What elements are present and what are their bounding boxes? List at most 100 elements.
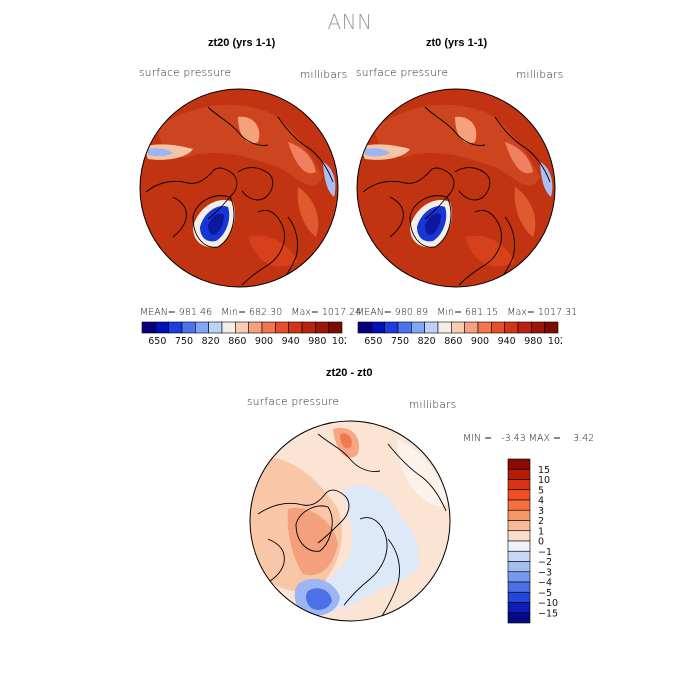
diff-panel-title: zt20 - zt0 — [326, 367, 373, 379]
panel-1-min: 682.30 — [248, 307, 283, 318]
colorbar-panel-1: 650 750 820 860 900 940 980 1020 — [141, 321, 346, 347]
colorbar-panel-1-swatch — [328, 321, 343, 334]
colorbar-difference-swatch — [507, 479, 531, 491]
colorbar-difference-swatch — [507, 581, 531, 593]
colorbar-panel-2-tick-label: 940 — [498, 336, 516, 347]
colorbar-difference-swatch — [507, 571, 531, 583]
colorbar-panel-2-tick-label: 1020 — [548, 336, 562, 347]
colorbar-panel-1-swatch — [181, 321, 196, 334]
colorbar-panel-1-tick-label: 1020 — [332, 336, 346, 347]
colorbar-difference-swatch — [507, 591, 531, 603]
panel-2-max: 1017.31 — [537, 307, 578, 318]
diff-panel-stats: MIN = -3.43 MAX = 3.42 — [463, 433, 595, 444]
colorbar-difference-swatch — [507, 509, 531, 521]
colorbar-panel-2-swatch — [437, 321, 452, 334]
colorbar-panel-2-swatch — [397, 321, 412, 334]
colorbar-difference-swatch — [507, 612, 531, 624]
panel-1-min-label: Min= — [212, 307, 249, 318]
panel-1-stats: MEAN= 981.46 Min= 682.30 Max= 1017.24 — [140, 307, 361, 318]
colorbar-difference-swatch — [507, 489, 531, 501]
colorbar-panel-1-swatch — [288, 321, 303, 334]
colorbar-panel-1-swatch — [275, 321, 289, 334]
colorbar-panel-2-swatch — [544, 321, 559, 334]
panel-1-mean-label: MEAN= — [140, 307, 179, 318]
colorbar-panel-2-swatch — [424, 321, 439, 334]
panel-2-mean: 980.89 — [394, 307, 429, 318]
colorbar-difference-tick-label: 1 — [538, 526, 544, 537]
colorbar-difference-tick-label: −3 — [538, 567, 552, 578]
colorbar-difference-tick-label: −15 — [538, 608, 558, 619]
colorbar-panel-2-tick-label: 860 — [444, 336, 462, 347]
colorbar-difference-swatch — [507, 550, 531, 562]
panel-1-title: zt20 (yrs 1-1) — [208, 37, 276, 49]
panel-2-stats: MEAN= 980.89 Min= 681.15 Max= 1017.31 — [356, 307, 577, 318]
colorbar-panel-1-swatch — [141, 321, 156, 334]
colorbar-panel-1-swatch — [315, 321, 329, 334]
panel-2-min: 681.15 — [464, 307, 499, 318]
colorbar-panel-1-swatch — [208, 321, 223, 334]
panel-1-max-label: Max= — [282, 307, 322, 318]
colorbar-difference-tick-label: −10 — [538, 598, 558, 609]
colorbar-panel-1-tick-label: 820 — [202, 336, 220, 347]
colorbar-difference-tick-label: 4 — [538, 496, 544, 507]
colorbar-panel-2-tick-label: 820 — [418, 336, 436, 347]
colorbar-difference-tick-label: −4 — [538, 578, 552, 589]
colorbar-panel-1-swatch — [195, 321, 209, 334]
colorbar-difference-swatch — [507, 468, 531, 480]
panel-2-min-label: Min= — [428, 307, 465, 318]
colorbar-difference-tick-label: 10 — [538, 475, 550, 486]
panel-1-units: millibars — [300, 69, 348, 81]
colorbar-panel-1-swatch — [301, 321, 316, 334]
colorbar-difference-tick-label: −5 — [538, 588, 552, 599]
colorbar-panel-2-swatch — [517, 321, 532, 334]
panel-2-variable: surface pressure — [356, 67, 449, 79]
colorbar-panel-2: 650 750 820 860 900 940 980 1020 — [357, 321, 562, 347]
diff-panel-units: millibars — [409, 399, 457, 411]
panel-2-max-label: Max= — [498, 307, 538, 318]
colorbar-difference-swatch — [507, 561, 531, 573]
panel-2-units: millibars — [516, 69, 564, 81]
colorbar-panel-1-tick-label: 750 — [175, 336, 193, 347]
colorbar-panel-1-tick-label: 860 — [228, 336, 246, 347]
colorbar-panel-1-tick-label: 900 — [255, 336, 273, 347]
colorbar-difference-swatch — [507, 458, 531, 470]
colorbar-panel-2-tick-label: 980 — [524, 336, 542, 347]
colorbar-panel-2-swatch — [477, 321, 492, 334]
polar-map-zt0 — [356, 88, 556, 288]
colorbar-difference-tick-label: 5 — [538, 485, 544, 496]
colorbar-panel-1-swatch — [261, 321, 276, 334]
colorbar-difference-tick-label: −1 — [538, 547, 552, 558]
colorbar-panel-2-swatch — [504, 321, 519, 334]
colorbar-panel-1-swatch — [221, 321, 236, 334]
colorbar-panel-1-tick-label: 650 — [148, 336, 166, 347]
colorbar-panel-2-swatch — [357, 321, 372, 334]
colorbar-panel-2-swatch — [384, 321, 399, 334]
panel-1-max: 1017.24 — [321, 307, 362, 318]
colorbar-panel-2-tick-label: 750 — [391, 336, 409, 347]
colorbar-panel-2-swatch — [531, 321, 545, 334]
colorbar-difference-swatch — [507, 602, 531, 614]
colorbar-panel-1-swatch — [168, 321, 183, 334]
colorbar-panel-2-tick-label: 900 — [471, 336, 489, 347]
colorbar-panel-2-tick-label: 650 — [364, 336, 382, 347]
colorbar-panel-1-swatch — [235, 321, 249, 334]
colorbar-panel-1-swatch — [248, 321, 263, 334]
colorbar-difference-tick-label: 2 — [538, 516, 544, 527]
figure-title: ANN — [327, 10, 373, 34]
panel-1-variable: surface pressure — [139, 67, 232, 79]
colorbar-difference-swatch — [507, 530, 531, 542]
polar-map-difference — [249, 420, 451, 622]
colorbar-difference-tick-label: 3 — [538, 506, 544, 517]
colorbar-panel-2-swatch — [371, 321, 385, 334]
polar-map-zt20 — [139, 88, 339, 288]
colorbar-panel-1-tick-label: 980 — [308, 336, 326, 347]
colorbar-panel-1-tick-label: 940 — [282, 336, 300, 347]
panel-2-title: zt0 (yrs 1-1) — [426, 37, 488, 49]
colorbar-difference-tick-label: 15 — [538, 465, 550, 476]
colorbar-difference-swatch — [507, 499, 531, 511]
colorbar-difference-tick-label: 0 — [538, 537, 544, 548]
panel-2-mean-label: MEAN= — [356, 307, 395, 318]
diff-panel-variable: surface pressure — [247, 396, 340, 408]
colorbar-panel-2-swatch — [464, 321, 479, 334]
